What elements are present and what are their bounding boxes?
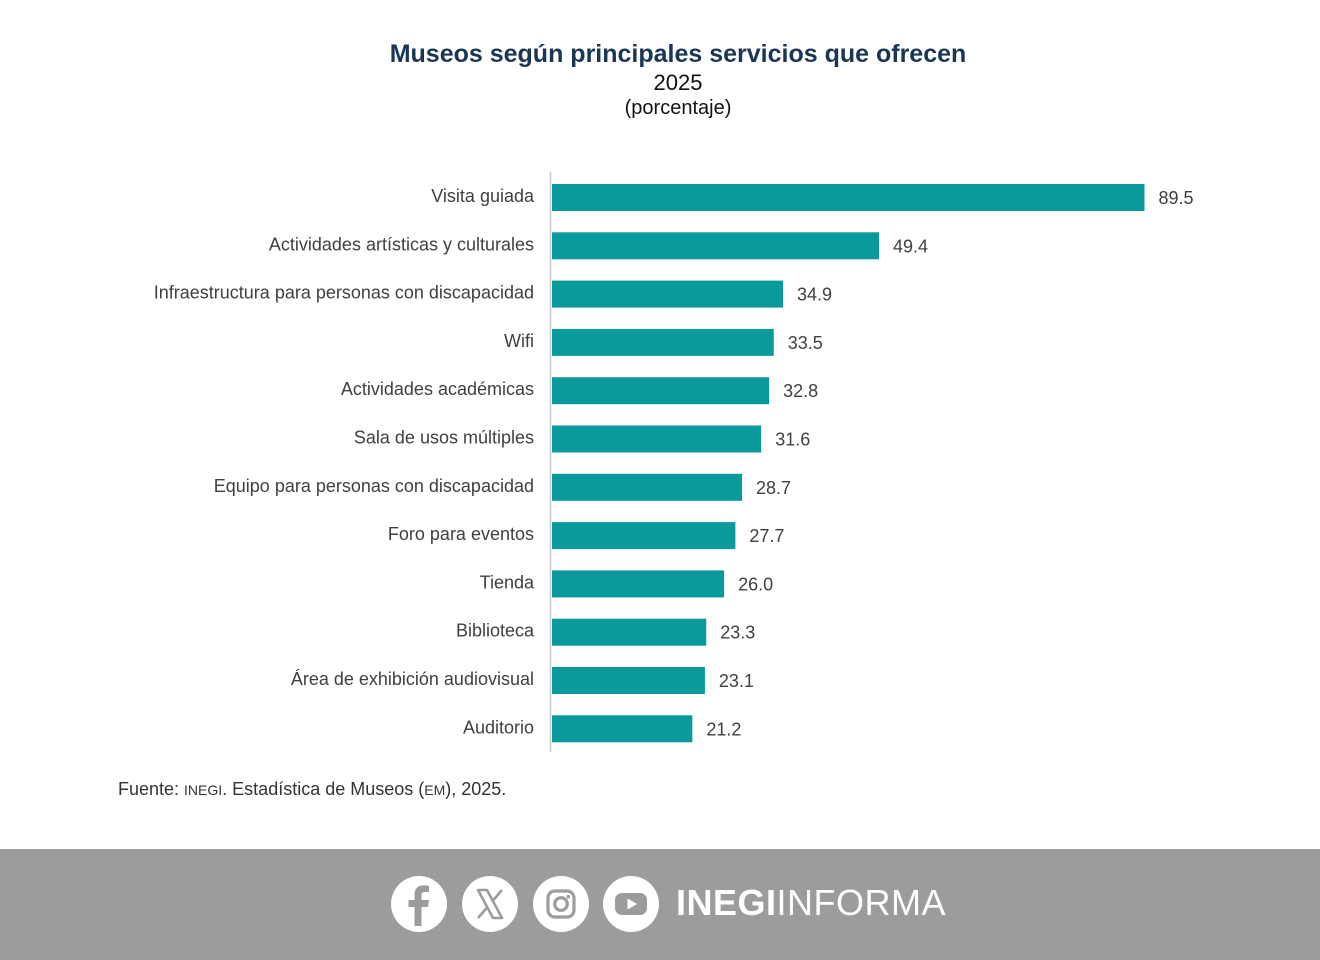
value-label: 26.0 (738, 574, 773, 594)
bar (552, 522, 736, 550)
chart-subtitle: 2025 (653, 70, 703, 95)
category-label: Infraestructura para personas con discap… (154, 283, 534, 303)
facebook-icon[interactable] (391, 876, 447, 932)
source-middle: . Estadística de Museos ( (222, 779, 425, 799)
value-label: 49.4 (893, 236, 928, 256)
inegi-informa-brand: INEGIINFORMA (676, 882, 946, 924)
category-label: Sala de usos múltiples (354, 428, 534, 448)
category-label: Área de exhibición audiovisual (291, 669, 534, 689)
footer-bar: INEGIINFORMA (0, 849, 1320, 960)
bar (552, 715, 693, 743)
bar (552, 377, 770, 405)
bar (552, 184, 1145, 211)
x-icon[interactable] (462, 876, 518, 932)
value-label: 23.3 (720, 623, 755, 643)
value-label: 28.7 (756, 478, 791, 498)
bar (552, 473, 742, 501)
youtube-icon[interactable] (603, 876, 659, 932)
chart-title: Museos según principales servicios que o… (389, 40, 967, 68)
value-label: 31.6 (775, 430, 810, 450)
value-label: 89.5 (1158, 188, 1193, 208)
brand-inegi: INEGI (676, 882, 777, 923)
bar (552, 280, 784, 308)
bar (552, 328, 774, 356)
bar (552, 232, 880, 260)
bar (552, 667, 705, 694)
bar-chart: Visita guiada 89.5 Actividades artísticas … (154, 172, 1194, 752)
source-note: Fuente: INEGI. Estadística de Museos (EM… (118, 779, 506, 800)
category-label: Tienda (480, 572, 535, 592)
value-label: 27.7 (749, 526, 784, 546)
source-prefix: Fuente: (118, 779, 185, 799)
source-suffix: ), 2025. (445, 779, 507, 799)
category-label: Wifi (504, 331, 534, 351)
value-label: 34.9 (797, 285, 832, 305)
brand-informa: INFORMA (776, 882, 947, 923)
value-label: 21.2 (706, 719, 741, 739)
bars-group: Visita guiada 89.5 Actividades artísticas … (154, 184, 1194, 743)
source-org: INEGI (184, 782, 223, 798)
category-label: Actividades académicas (341, 379, 534, 399)
bar (552, 618, 707, 646)
bar (552, 425, 762, 453)
category-label: Biblioteca (456, 621, 535, 641)
category-label: Auditorio (463, 717, 534, 737)
value-label: 23.1 (719, 671, 754, 691)
category-label: Visita guiada (431, 186, 535, 206)
chart-unit: (porcentaje) (624, 97, 732, 119)
bar (552, 570, 725, 598)
category-label: Equipo para personas con discapacidad (214, 476, 534, 496)
source-abbr: EM (424, 782, 446, 798)
value-label: 32.8 (783, 381, 818, 401)
category-label: Actividades artísticas y culturales (269, 234, 534, 254)
instagram-icon[interactable] (533, 876, 589, 932)
value-label: 33.5 (788, 333, 823, 353)
category-label: Foro para eventos (388, 524, 534, 544)
